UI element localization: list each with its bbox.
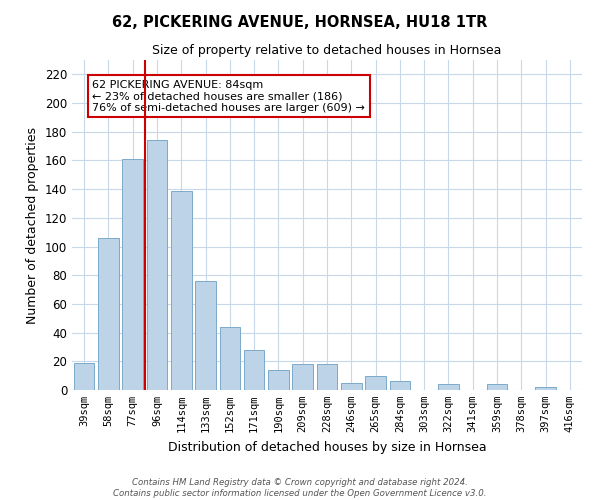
Bar: [220, 327, 240, 390]
Bar: [195, 281, 216, 390]
Bar: [292, 364, 313, 390]
Bar: [535, 387, 556, 390]
Bar: [438, 384, 459, 390]
Bar: [74, 362, 94, 390]
Text: 62 PICKERING AVENUE: 84sqm
← 23% of detached houses are smaller (186)
76% of sem: 62 PICKERING AVENUE: 84sqm ← 23% of deta…: [92, 80, 365, 113]
Bar: [487, 384, 508, 390]
Bar: [244, 350, 265, 390]
Bar: [122, 159, 143, 390]
Bar: [341, 383, 362, 390]
Text: 62, PICKERING AVENUE, HORNSEA, HU18 1TR: 62, PICKERING AVENUE, HORNSEA, HU18 1TR: [112, 15, 488, 30]
Title: Size of property relative to detached houses in Hornsea: Size of property relative to detached ho…: [152, 44, 502, 58]
X-axis label: Distribution of detached houses by size in Hornsea: Distribution of detached houses by size …: [167, 440, 487, 454]
Bar: [389, 382, 410, 390]
Text: Contains HM Land Registry data © Crown copyright and database right 2024.
Contai: Contains HM Land Registry data © Crown c…: [113, 478, 487, 498]
Bar: [317, 364, 337, 390]
Bar: [146, 140, 167, 390]
Y-axis label: Number of detached properties: Number of detached properties: [26, 126, 39, 324]
Bar: [171, 190, 191, 390]
Bar: [98, 238, 119, 390]
Bar: [365, 376, 386, 390]
Bar: [268, 370, 289, 390]
